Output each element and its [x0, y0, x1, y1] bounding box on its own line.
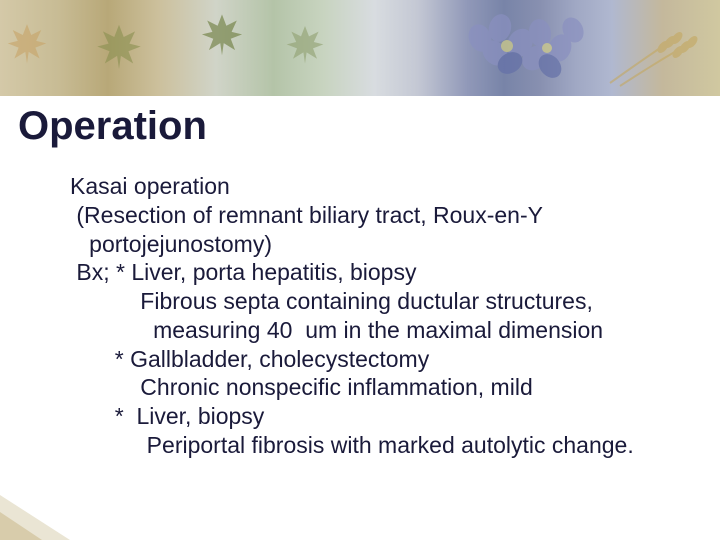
- body-line: * Gallbladder, cholecystectomy: [70, 345, 690, 374]
- maple-leaf-icon: [200, 10, 244, 58]
- body-line: (Resection of remnant biliary tract, Rou…: [70, 201, 690, 230]
- body-line: Fibrous septa containing ductular struct…: [70, 287, 690, 316]
- maple-leaf-icon: [285, 22, 325, 66]
- body-line: measuring 40 um in the maximal dimension: [70, 316, 690, 345]
- body-line: Kasai operation: [70, 172, 690, 201]
- body-line: Periportal fibrosis with marked autolyti…: [70, 431, 690, 460]
- body-line: Chronic nonspecific inflammation, mild: [70, 373, 690, 402]
- maple-leaf-icon: [6, 18, 48, 68]
- flower-cluster-icon: [455, 8, 595, 90]
- corner-triangle-icon: [0, 512, 42, 540]
- slide-title: Operation: [18, 104, 207, 149]
- wheat-icon: [605, 28, 715, 88]
- body-line: * Liver, biopsy: [70, 402, 690, 431]
- decorative-banner: [0, 0, 720, 96]
- maple-leaf-icon: [95, 20, 143, 72]
- body-line: Bx; * Liver, porta hepatitis, biopsy: [70, 258, 690, 287]
- slide-body: Kasai operation (Resection of remnant bi…: [70, 172, 690, 460]
- body-line: portojejunostomy): [70, 230, 690, 259]
